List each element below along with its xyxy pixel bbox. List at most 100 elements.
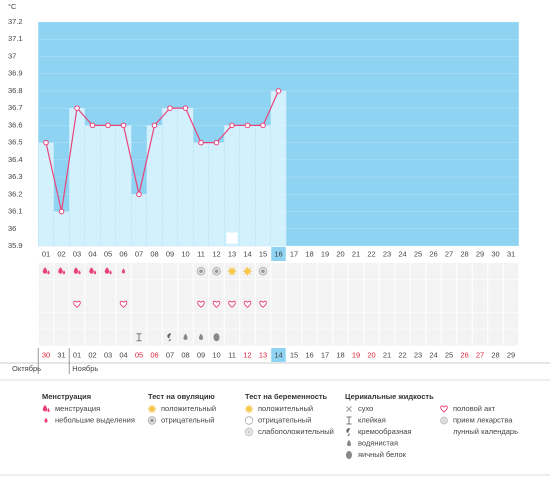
day-label: 03: [73, 249, 81, 258]
dot: [149, 406, 155, 412]
icon-menstruation: [42, 405, 50, 412]
legend-heading: Тест на овуляцию: [148, 392, 215, 401]
cycle-date: 10: [212, 350, 220, 359]
dot: [229, 268, 235, 275]
day-label: 11: [197, 249, 205, 258]
legend-label: водянистая: [358, 438, 398, 447]
curl: [346, 428, 350, 436]
drop: [121, 268, 126, 274]
drop: [93, 270, 97, 275]
day-label: 28: [460, 249, 468, 258]
icon-pregnancy-negative: [244, 416, 254, 425]
drop: [47, 270, 50, 275]
dot: [214, 269, 219, 274]
legend-heading: Церикальные жидкость: [345, 392, 434, 401]
drop: [104, 267, 110, 274]
drop: [109, 270, 112, 275]
cycle-date: 11: [228, 350, 236, 359]
dot: [246, 406, 252, 412]
dot: [440, 416, 448, 425]
day-label: 09: [166, 249, 174, 258]
day-label: 23: [383, 249, 391, 258]
temperature-point: [198, 139, 204, 146]
cycle-date: 23: [414, 350, 422, 359]
temperature-point: [74, 105, 80, 111]
day-label: 02: [57, 249, 65, 258]
temperature-bar: [270, 90, 287, 247]
icon-intercourse: [212, 300, 221, 308]
y-tick-label: 36.7: [8, 103, 23, 112]
legend-label: кремообразная: [358, 427, 412, 436]
temperature-point: [275, 88, 282, 94]
icon-ovulation-negative: [212, 267, 221, 276]
legend-label: слабоположительный: [258, 427, 334, 436]
cycle-date: 18: [336, 350, 344, 359]
icon-creamy: [346, 428, 350, 436]
icon-intercourse: [243, 300, 252, 308]
icon-intercourse: [440, 405, 448, 413]
icon-intercourse: [197, 300, 205, 308]
cycle-date: 06: [150, 350, 158, 359]
dot: [199, 269, 203, 274]
icon-menstruation: [73, 267, 81, 275]
cycle-date: 17: [321, 350, 329, 359]
day-label: 29: [476, 249, 484, 258]
cycle-date: 15: [290, 350, 298, 359]
legend-label: отрицательный: [258, 415, 311, 424]
legend-label: прием лекарства: [453, 415, 513, 424]
cycle-date: 09: [197, 350, 205, 359]
heart: [259, 300, 267, 308]
legend-label: лунный календарь: [453, 427, 518, 436]
day-label: 06: [119, 249, 127, 258]
cycle-date: 24: [429, 350, 437, 359]
month-label: Октябрь: [12, 364, 41, 373]
icon-intercourse: [259, 300, 267, 308]
cycle-date: 12: [243, 350, 251, 359]
legend-label: небольшие выделения: [55, 415, 135, 424]
icon-watery: [198, 333, 204, 340]
curl: [167, 333, 171, 342]
legend-label: положительный: [258, 404, 313, 413]
temperature-point: [260, 122, 266, 129]
y-tick-label: 36: [8, 224, 16, 233]
cycle-date: 30: [42, 350, 50, 359]
icon-menstruation: [104, 267, 112, 275]
icon-moon: [438, 426, 450, 438]
cross: [346, 406, 352, 412]
y-tick-label: 36.9: [8, 69, 23, 78]
day-label: 24: [398, 249, 406, 258]
icon-spotting: [44, 417, 48, 423]
day-label: 08: [150, 249, 158, 258]
day-label: 21: [352, 249, 360, 258]
cycle-date: 01: [73, 350, 81, 359]
day-label: 15: [259, 249, 267, 258]
heart: [212, 300, 221, 308]
cycle-date: 08: [181, 350, 189, 359]
cycle-date: 20: [367, 350, 375, 359]
icon-watery: [183, 333, 188, 340]
cycle-date: 28: [491, 350, 499, 359]
y-tick-label: 36.2: [8, 189, 23, 198]
drop: [58, 267, 63, 274]
drop: [42, 267, 48, 274]
moon-box: [438, 426, 450, 438]
day-label: 22: [367, 249, 375, 258]
cycle-date: 31: [57, 350, 65, 359]
legend-label: сухо: [358, 404, 373, 413]
temperature-bar: [84, 125, 101, 247]
legend-label: половой акт: [453, 404, 496, 413]
day-label: 17: [290, 249, 298, 258]
temperature-point: [89, 122, 96, 129]
cycle-date: 03: [104, 350, 112, 359]
day-label: 14: [243, 249, 251, 258]
y-tick-label: 36.1: [8, 207, 23, 216]
day-label: 16: [274, 249, 282, 258]
day-label: 13: [228, 249, 236, 258]
temperature-point: [167, 105, 173, 111]
icon-sticky: [346, 416, 352, 425]
day-label: 04: [88, 249, 96, 258]
legend-heading: Менструация: [42, 392, 91, 401]
day-label: 07: [135, 249, 143, 258]
drop: [183, 333, 188, 340]
